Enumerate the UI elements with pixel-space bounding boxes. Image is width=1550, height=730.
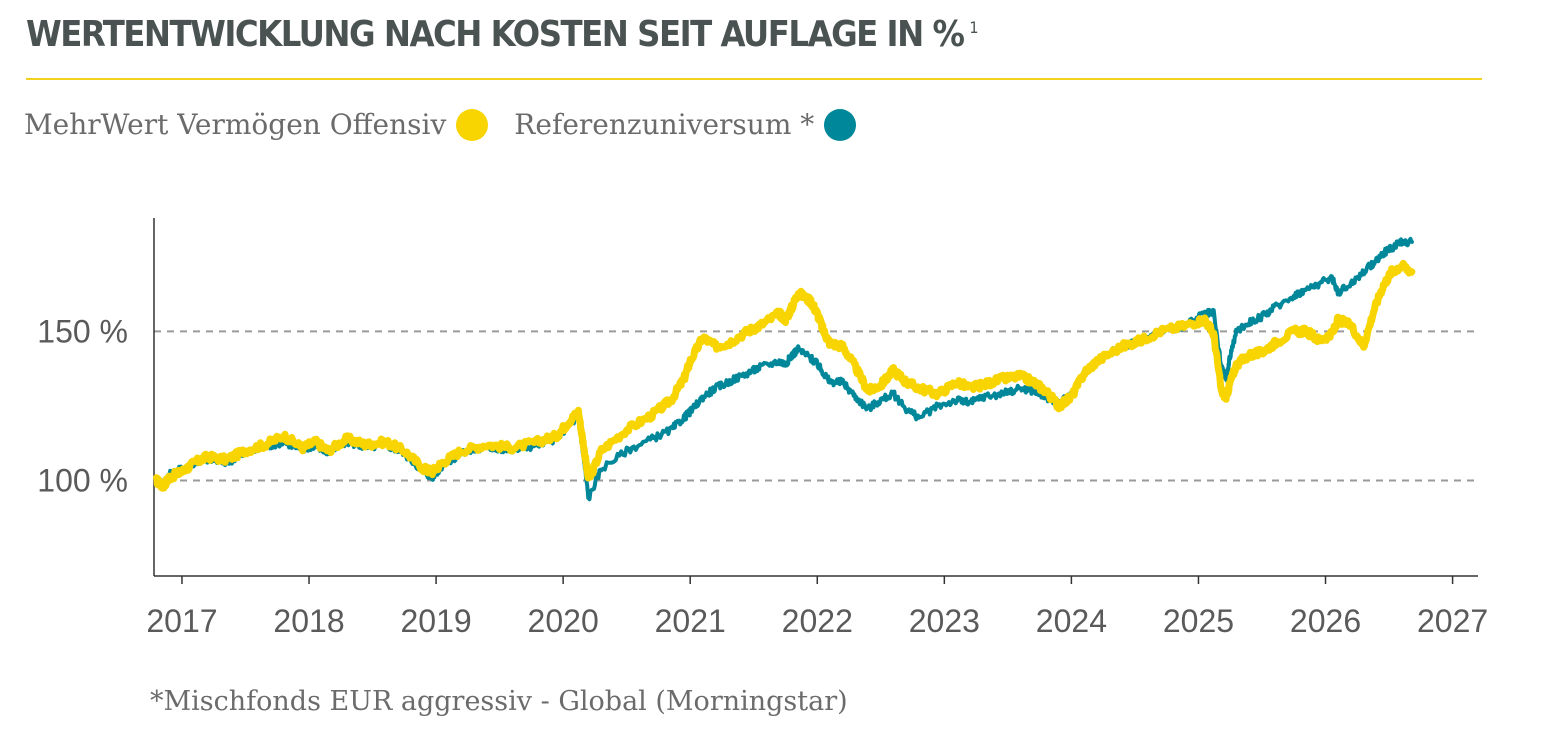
x-tick-label-2022: 2022	[782, 603, 853, 639]
legend-dot-reference	[824, 108, 857, 141]
y-tick-label-100: 100 %	[37, 463, 128, 499]
title-footnote-marker: 1	[969, 18, 979, 37]
x-tick-label-2024: 2024	[1036, 603, 1107, 639]
series-line-fund	[153, 259, 1416, 492]
series-line-reference	[154, 236, 1414, 502]
x-tick-label-2019: 2019	[400, 603, 471, 639]
x-tick-label-2023: 2023	[909, 603, 980, 639]
y-tick-label-150: 150 %	[37, 313, 128, 349]
x-tick-label-2020: 2020	[528, 603, 599, 639]
title-text: WERTENTWICKLUNG NACH KOSTEN SEIT AUFLAGE…	[26, 14, 965, 55]
legend-dot-fund	[456, 108, 489, 141]
footnote: *Mischfonds EUR aggressiv - Global (Morn…	[150, 686, 848, 717]
title-underline	[26, 78, 1482, 80]
x-tick-label-2021: 2021	[655, 603, 726, 639]
x-tick-label-2017: 2017	[146, 603, 217, 639]
x-tick-label-2027: 2027	[1417, 603, 1488, 639]
x-tick-label-2018: 2018	[273, 603, 344, 639]
x-tick-label-2026: 2026	[1290, 603, 1361, 639]
legend-label-fund: MehrWert Vermögen Offensiv	[24, 108, 447, 141]
legend: MehrWert Vermögen Offensiv Referenzunive…	[24, 108, 857, 141]
x-tick-label-2025: 2025	[1163, 603, 1234, 639]
chart-title: WERTENTWICKLUNG NACH KOSTEN SEIT AUFLAGE…	[26, 14, 979, 55]
legend-label-reference: Referenzuniversum *	[514, 108, 815, 141]
